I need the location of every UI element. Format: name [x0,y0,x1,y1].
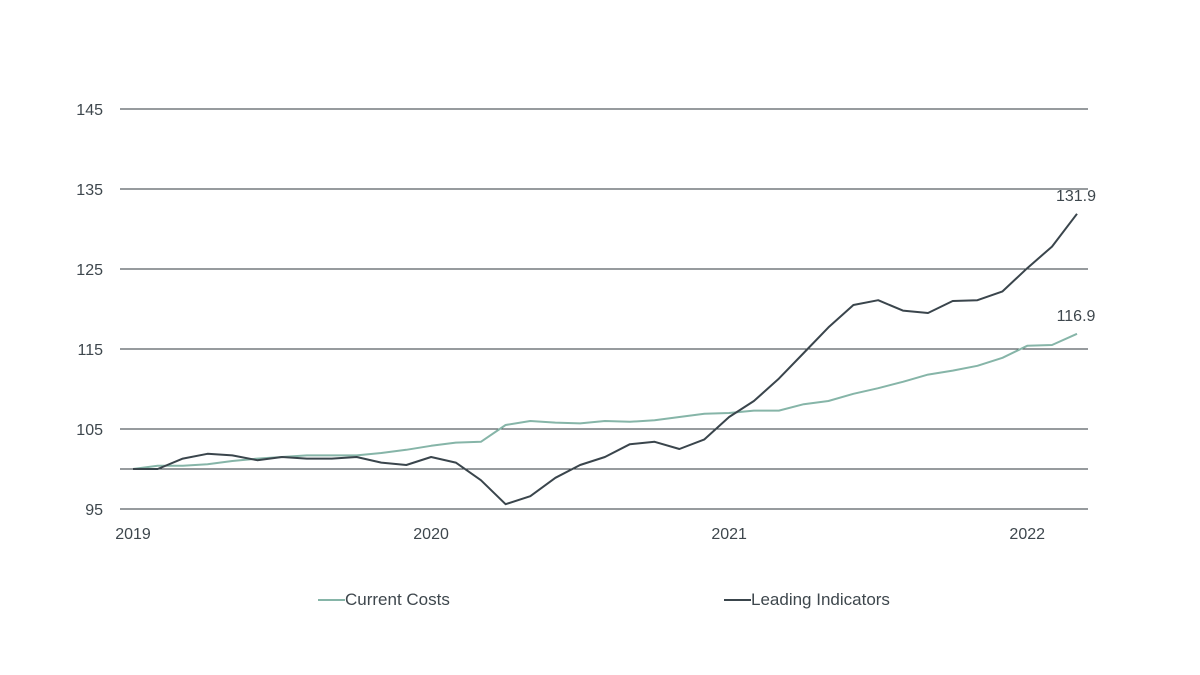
y-tick-label: 125 [76,262,103,279]
legend-item-leading-indicators: Leading Indicators [724,590,890,610]
legend-item-current-costs: Current Costs [318,590,450,610]
end-labels: 116.9 131.9 [1056,188,1096,325]
x-tick-label: 2022 [1009,526,1045,543]
series-line-leading-indicators [133,213,1078,506]
gridlines [120,108,1088,510]
y-tick-label: 145 [76,102,103,119]
y-tick-label: 105 [76,422,103,439]
y-axis-ticks: 95 105 115 125 135 145 [76,102,103,519]
end-value-label: 131.9 [1056,188,1096,205]
x-axis-ticks: 2019 2020 2021 2022 [115,526,1045,543]
end-value-label: 116.9 [1057,308,1096,325]
x-tick-label: 2021 [711,526,747,543]
series-lines [132,213,1078,506]
legend-label-leading-indicators: Leading Indicators [751,590,890,609]
legend-swatch-current-costs [318,599,345,601]
y-tick-label: 115 [77,342,103,359]
x-tick-label: 2019 [115,526,151,543]
x-tick-label: 2020 [413,526,449,543]
y-tick-label: 135 [76,182,103,199]
series-line-current-costs [132,332,1078,470]
legend-swatch-leading-indicators [724,599,751,601]
legend-label-current-costs: Current Costs [345,590,450,609]
y-tick-label: 95 [85,502,103,519]
